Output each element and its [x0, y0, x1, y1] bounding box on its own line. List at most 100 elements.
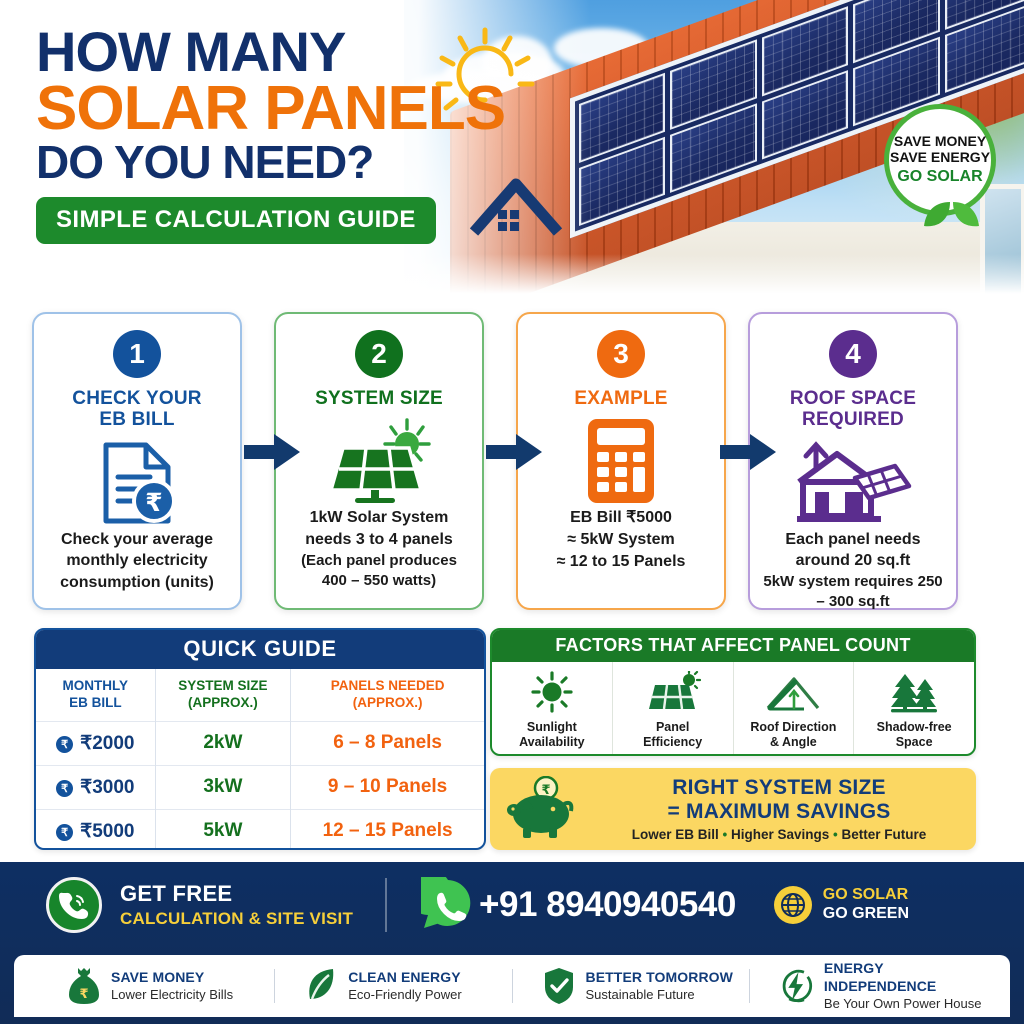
leaf-icon [309, 969, 334, 1000]
benefit-sub: Lower Electricity Bills [111, 987, 234, 1003]
table-row: ₹ ₹2000 2kW 6 – 8 Panels [36, 720, 484, 766]
step-card-3[interactable]: 3 EXAMPLE [516, 312, 726, 610]
step-number-2: 2 [355, 330, 403, 378]
sun-icon [531, 670, 573, 713]
benefit-clean-energy: CLEAN ENERGY Eco-Friendly Power [275, 966, 511, 1006]
badge-line-2: SAVE ENERGY [889, 149, 991, 166]
badge-line-1: SAVE MONEY [893, 133, 987, 150]
phone-number[interactable]: +91 8940940540 [479, 885, 736, 924]
step-body-4: Each panel needs around 20 sq.ft [785, 530, 921, 570]
subtitle-ribbon: SIMPLE CALCULATION GUIDE [36, 196, 436, 244]
step-card-4[interactable]: 4 ROOF SPACE REQUIRED [748, 312, 958, 610]
divider [274, 969, 276, 1003]
divider [385, 878, 388, 932]
benefit-sub: Be Your Own Power House [823, 995, 982, 1011]
roof-angle-icon [767, 676, 820, 710]
whatsapp-contact[interactable]: +91 8940940540 [421, 877, 736, 933]
benefit-title: BETTER TOMORROW [585, 969, 733, 986]
calculator-icon [518, 415, 724, 507]
cell-size: 2kW [155, 720, 292, 766]
svg-text:₹: ₹ [79, 987, 88, 1002]
title-line-1: HOW MANY [36, 20, 346, 83]
factor-label: Roof Direction & Angle [750, 719, 837, 749]
go-solar-go-green: GO SOLAR GO GREEN [773, 886, 909, 924]
benefit-save-money: ₹ SAVE MONEY Lower Electricity Bills [38, 966, 274, 1006]
sun-doodle-icon [435, 27, 535, 111]
benefit-better-tomorrow: BETTER TOMORROW Sustainable Future [513, 966, 749, 1006]
steps-row: 1 CHECK YOUR EB BILL ₹ Check [32, 312, 992, 612]
step-number-3: 3 [597, 330, 645, 378]
title-line-3: DO YOU NEED? [36, 135, 374, 188]
divider [748, 969, 750, 1003]
cell-panels: 12 – 15 Panels [290, 808, 484, 848]
svg-text:₹: ₹ [541, 783, 550, 798]
cell-bill: ₹ ₹5000 [36, 808, 156, 848]
savings-banner: ₹ RIGHT SYSTEM SIZE = MAXIMUM SAVINGS Lo… [490, 768, 976, 850]
get-free-line-2: CALCULATION & SITE VISIT [120, 909, 354, 928]
bill-rupee-icon: ₹ [34, 437, 240, 529]
factor-label: Panel Efficiency [643, 719, 703, 749]
benefit-sub: Sustainable Future [585, 987, 695, 1003]
get-free-line-1: GET FREE [120, 881, 233, 906]
quick-guide-table: QUICK GUIDE MONTHLY EB BILL SYSTEM SIZE … [34, 628, 486, 850]
house-roof-panel-icon [750, 437, 956, 529]
step-number-4: 4 [829, 330, 877, 378]
step-body-3: EB Bill ₹5000 ≈ 5kW System ≈ 12 to 15 Pa… [556, 509, 686, 570]
leaf-pair-icon [924, 202, 979, 227]
step-card-1[interactable]: 1 CHECK YOUR EB BILL ₹ Check [32, 312, 242, 610]
piggy-bank-icon: ₹ [507, 776, 574, 838]
divider [511, 969, 513, 1003]
go-solar-label: GO SOLAR [822, 886, 909, 904]
factor-label: Sunlight Availability [519, 719, 585, 749]
step-body-2: 1kW Solar System needs 3 to 4 panels [305, 509, 453, 549]
badge-line-3: GO SOLAR [897, 167, 983, 185]
table-row: ₹ ₹3000 3kW 9 – 10 Panels [36, 764, 484, 810]
factor-panel-efficiency: Panel Efficiency [613, 662, 734, 754]
column-header-monthly-bill: MONTHLY EB BILL [36, 669, 156, 722]
cell-size: 3kW [155, 764, 292, 810]
shield-check-icon [544, 968, 573, 1004]
whatsapp-icon[interactable] [421, 877, 475, 933]
step-title-3: EXAMPLE [574, 388, 668, 409]
cell-panels: 9 – 10 Panels [290, 764, 484, 810]
savings-line-2: = MAXIMUM SAVINGS [667, 799, 891, 823]
savings-points: Lower EB Bill • Higher Savings • Better … [631, 827, 927, 843]
title-line-2: SOLAR PANELS [36, 73, 506, 143]
benefit-title: ENERGY INDEPENDENCE [823, 960, 937, 994]
rupee-coin-icon: ₹ [56, 779, 74, 797]
factor-roof-direction: Roof Direction & Angle [734, 662, 855, 754]
step-title-1: CHECK YOUR EB BILL [72, 388, 202, 431]
step-title-2: SYSTEM SIZE [315, 388, 443, 409]
step-body-1: Check your average monthly electricity c… [60, 530, 214, 592]
cell-bill: ₹ ₹3000 [36, 764, 156, 810]
step-number-1: 1 [113, 330, 161, 378]
step-sub-4: 5kW system requires 250 – 300 sq.ft [763, 573, 943, 611]
benefits-bar: ₹ SAVE MONEY Lower Electricity Bills CLE… [14, 955, 1010, 1017]
benefit-title: SAVE MONEY [111, 969, 205, 986]
rupee-coin-icon: ₹ [56, 735, 74, 753]
cell-panels: 6 – 8 Panels [290, 720, 484, 766]
step-title-4: ROOF SPACE REQUIRED [789, 388, 917, 431]
hero-title: HOW MANY SOLAR PANELS DO YOU NEED? SIMPL… [36, 20, 506, 244]
savings-text: RIGHT SYSTEM SIZE = MAXIMUM SAVINGS Lowe… [592, 776, 976, 842]
rupee-coin-icon: ₹ [56, 823, 74, 841]
step-card-2[interactable]: 2 SYSTEM SIZE [274, 312, 484, 610]
bolt-circle-icon [782, 969, 812, 1003]
table-row: ₹ ₹5000 5kW 12 – 15 Panels [36, 808, 484, 848]
table-header-row: MONTHLY EB BILL SYSTEM SIZE (APPROX.) PA… [36, 669, 484, 722]
globe-icon [773, 886, 812, 924]
money-bag-icon: ₹ [69, 968, 99, 1004]
house-doodle-icon [469, 178, 563, 236]
solar-panel-sun-icon [276, 415, 482, 507]
save-money-badge: SAVE MONEY SAVE ENERGY GO SOLAR [884, 104, 996, 216]
factors-panel: FACTORS THAT AFFECT PANEL COUNT Sunlight… [490, 628, 976, 756]
column-header-system-size: SYSTEM SIZE (APPROX.) [155, 669, 292, 722]
hero-bottom-fade [0, 254, 1024, 300]
hero-gradient-overlay [330, 0, 590, 300]
arrow-1-icon [244, 434, 300, 470]
svg-text:₹: ₹ [145, 488, 162, 517]
arrow-2-icon [486, 434, 542, 470]
phone-call-icon[interactable] [46, 877, 102, 933]
get-free-text: GET FREE CALCULATION & SITE VISIT [120, 881, 353, 929]
